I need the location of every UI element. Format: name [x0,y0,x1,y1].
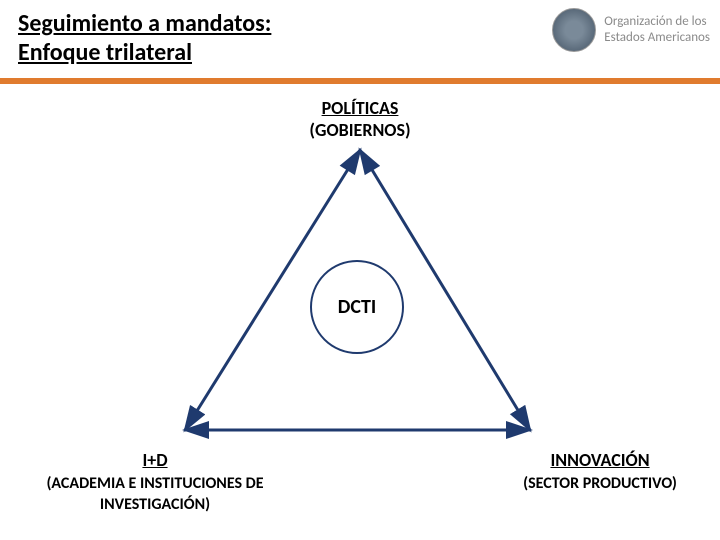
title-line-1: Seguimiento a mandatos: [18,9,271,38]
vertex-label-left: I+D (ACADEMIA E INSTITUCIONES DE INVESTI… [10,450,300,515]
org-logo-block: Organización de los Estados Americanos [552,8,710,52]
org-line-1: Organización de los [604,14,706,29]
org-name: Organización de los Estados Americanos [604,14,710,45]
oas-seal-icon [552,8,596,52]
right-label-title: INNOVACIÓN [550,449,649,471]
vertex-label-right: INNOVACIÓN (SECTOR PRODUCTIVO) [490,450,710,493]
left-label-sub-2: INVESTIGACIÓN) [100,495,210,514]
right-label-sub: (SECTOR PRODUCTIVO) [523,474,677,493]
trilateral-diagram: POLÍTICAS (GOBIERNOS) DCTI I+D (ACADEMIA… [0,90,720,540]
center-node-label: DCTI [338,295,377,319]
title-line-2: Enfoque trilateral [18,38,192,67]
slide-title: Seguimiento a mandatos: Enfoque trilater… [0,10,271,68]
left-label-sub-1: (ACADEMIA E INSTITUCIONES DE [46,474,263,493]
org-line-2: Estados Americanos [604,30,710,45]
left-label-title: I+D [142,449,167,471]
slide-header: Seguimiento a mandatos: Enfoque trilater… [0,0,720,78]
header-underline [0,78,720,84]
center-node: DCTI [310,260,404,354]
